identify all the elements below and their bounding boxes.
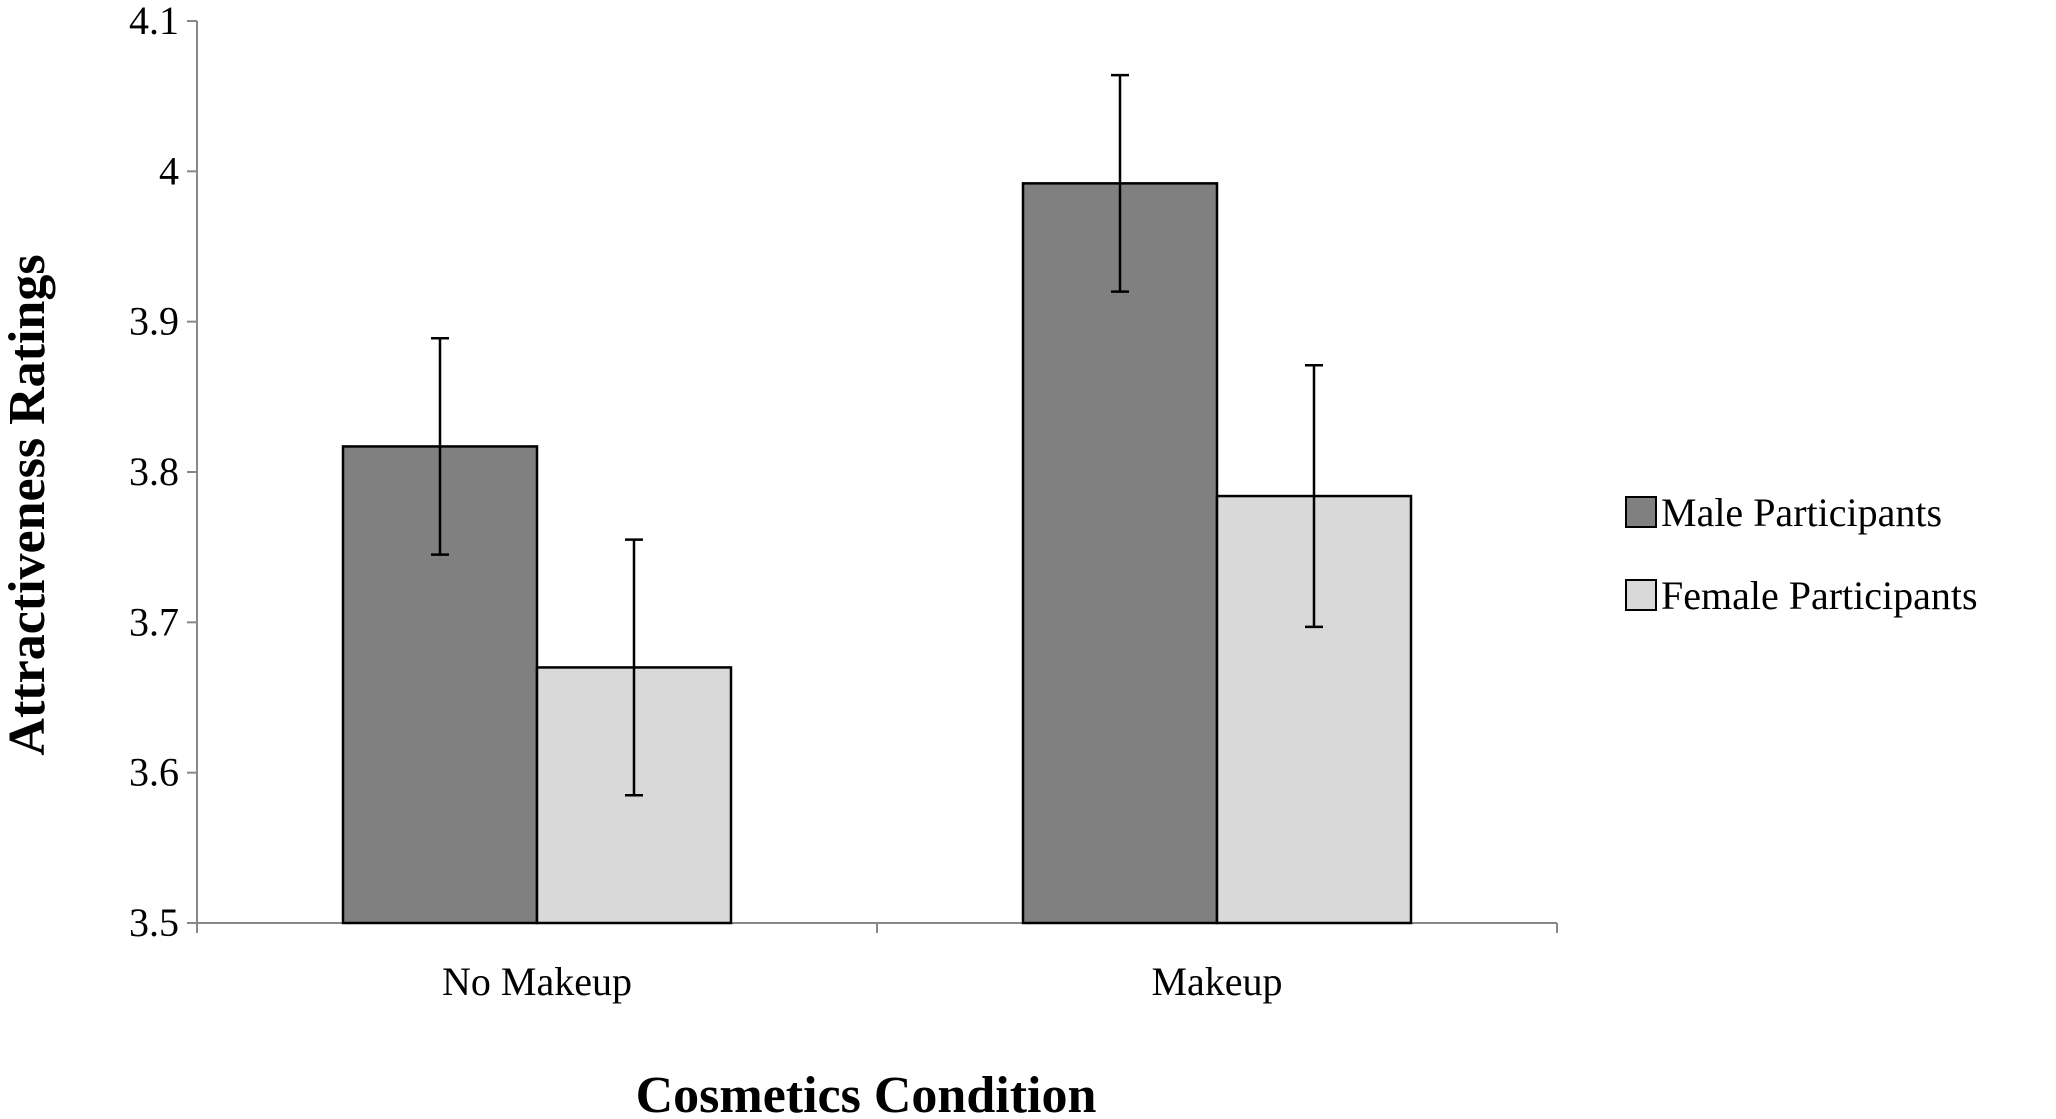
y-tick-label: 3.7 [129,599,179,644]
y-tick-label: 4 [159,148,179,193]
y-tick-label: 3.8 [129,449,179,494]
bar-male-participants [1021,182,1219,925]
y-tick-label: 3.9 [129,299,179,344]
y-axis-title: Attractiveness Ratings [0,254,56,755]
legend-swatch [1625,496,1657,528]
y-tick-label: 3.5 [129,900,179,945]
x-axis-title: Cosmetics Condition [636,1067,1097,1119]
legend-label: Female Participants [1661,573,1978,618]
legend-label: Male Participants [1661,490,1942,535]
y-tick-label: 4.1 [129,0,179,43]
y-tick-label: 3.6 [129,750,179,795]
legend-swatch [1625,579,1657,611]
x-tick-label: Makeup [1151,959,1282,1004]
x-tick-label: No Makeup [442,959,632,1004]
